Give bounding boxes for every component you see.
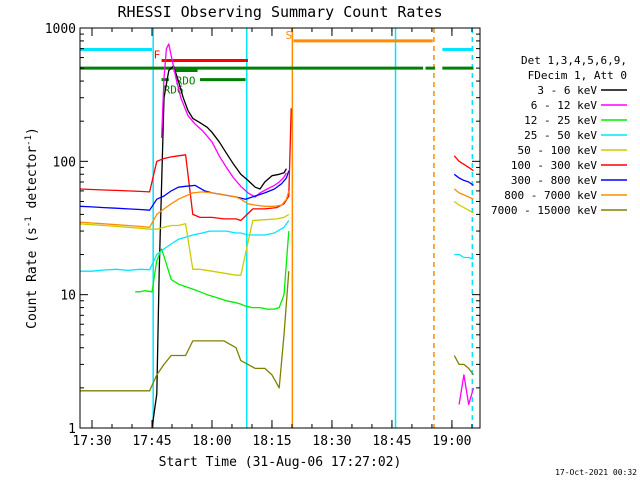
series-line <box>80 220 474 272</box>
series-line <box>79 170 474 211</box>
legend-entry-label: 300 - 800 keV <box>511 174 597 187</box>
legend-entry-label: 7000 - 15000 keV <box>491 204 597 217</box>
x-tick-label: 17:45 <box>132 434 171 449</box>
legend-entry-label: 100 - 300 keV <box>511 159 597 172</box>
x-tick-label: 18:00 <box>192 434 231 449</box>
chart-title: RHESSI Observing Summary Count Rates <box>117 3 442 21</box>
series-line <box>80 271 475 392</box>
series-line <box>79 108 474 222</box>
x-tick-label: 17:30 <box>72 434 111 449</box>
legend-entry-label: 800 - 7000 keV <box>504 189 597 202</box>
series-line <box>79 200 474 276</box>
flag-label: S <box>286 29 293 42</box>
plot-frame <box>79 27 481 429</box>
axes: 17:30 17:45 18:00 18:15 18:30 18:45 19:00 1 10 10… <box>45 22 480 449</box>
x-tick-label: 18:45 <box>372 434 411 449</box>
y-tick-label: 1 <box>68 422 76 437</box>
y-tick-label: 100 <box>53 155 76 170</box>
legend-entry-label: 25 - 50 keV <box>524 129 597 142</box>
y-tick-label: 10 <box>60 289 76 304</box>
series-line <box>151 65 287 429</box>
legend-entry-label: 50 - 100 keV <box>518 144 598 157</box>
flag-label: F <box>154 49 161 62</box>
series-line <box>135 231 290 310</box>
y-axis-label: Count Rate (s-1 detector-1) <box>24 127 40 329</box>
legend-entry-label: 6 - 12 keV <box>531 99 598 112</box>
series-line <box>79 188 474 228</box>
x-tick-label: 19:00 <box>432 434 471 449</box>
timestamp: 17-Oct-2021 00:32 <box>555 468 637 477</box>
legend-header: Det 1,3,4,5,6,9, <box>521 54 627 67</box>
series-line <box>160 43 475 406</box>
y-tick-label: 1000 <box>45 22 76 37</box>
x-tick-label: 18:15 <box>252 434 291 449</box>
x-axis-label: Start Time (31-Aug-06 17:27:02) <box>159 455 402 470</box>
legend: Det 1,3,4,5,6,9, FDecim 1, Att 0 3 - 6 keV… <box>491 54 627 217</box>
legend-entry-label: 12 - 25 keV <box>524 114 597 127</box>
x-tick-label: 18:30 <box>312 434 351 449</box>
legend-entry-label: 3 - 6 keV <box>537 84 597 97</box>
legend-header: FDecim 1, Att 0 <box>528 69 627 82</box>
flag-label: RDO <box>176 75 196 88</box>
